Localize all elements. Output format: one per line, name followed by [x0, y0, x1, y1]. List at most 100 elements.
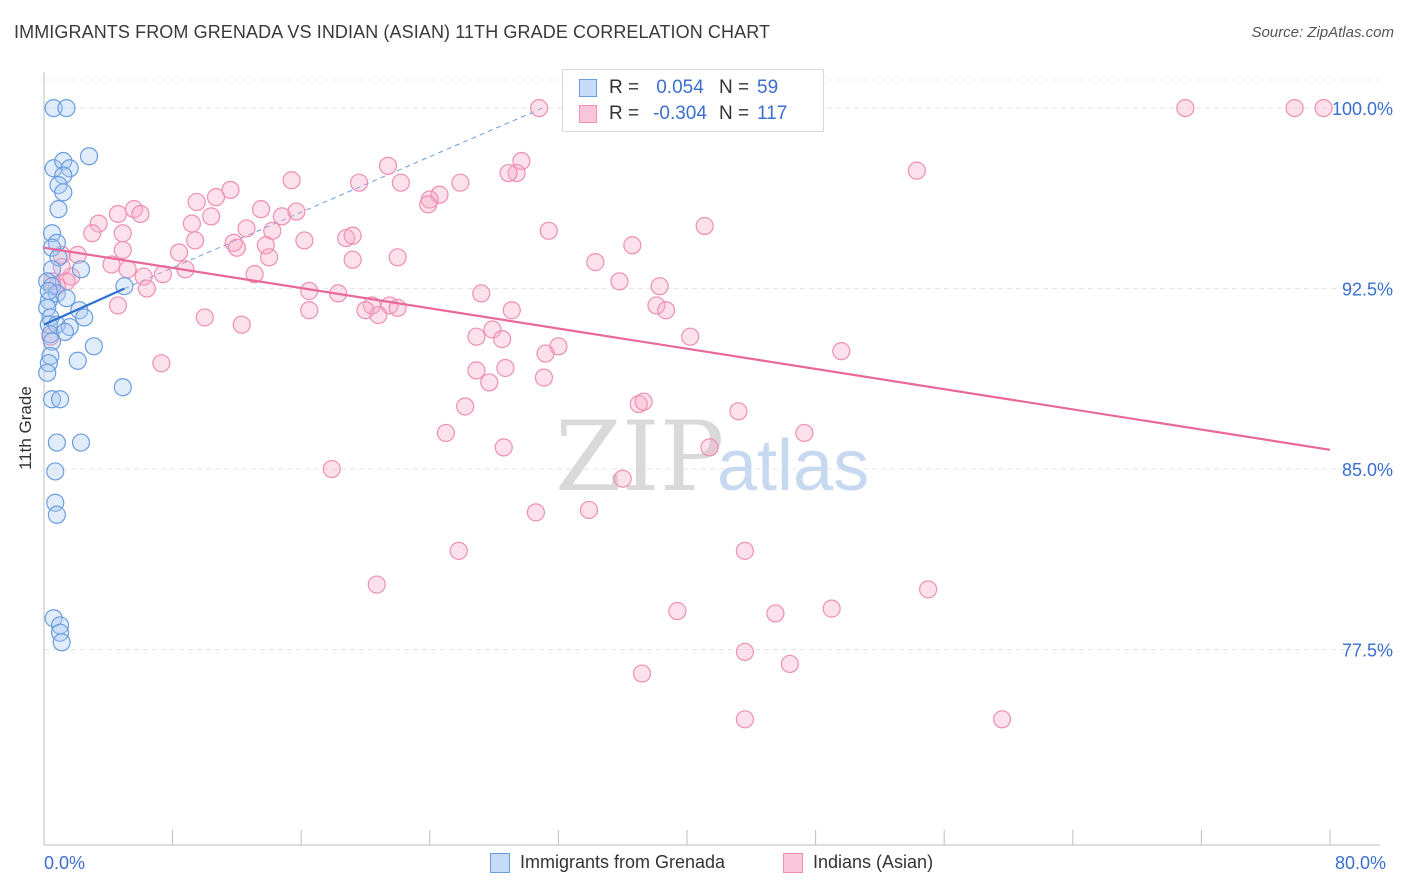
point-indian	[512, 151, 531, 171]
point-indian	[729, 402, 748, 421]
point-indian	[287, 202, 306, 221]
trend-line-indian	[43, 246, 1331, 451]
point-indian	[182, 214, 201, 233]
point-grenada	[46, 462, 65, 481]
point-grenada	[44, 98, 63, 118]
legend-n-label: N =	[719, 103, 750, 124]
x-tick-start: 0.0%	[44, 853, 86, 873]
point-indian	[832, 342, 851, 361]
y-tick-labels: 77.5% 85.0% 92.5% 100.0%	[1332, 99, 1393, 660]
point-indian	[221, 180, 240, 200]
point-indian	[467, 327, 486, 346]
point-indian	[367, 575, 386, 594]
point-indian	[131, 204, 150, 224]
bottom-legend-label: Immigrants from Grenada	[520, 852, 726, 872]
point-indian	[137, 279, 156, 298]
watermark-atlas: atlas	[717, 426, 869, 506]
point-grenada	[57, 289, 76, 308]
y-tick-label: 100.0%	[1332, 99, 1393, 119]
point-grenada	[52, 633, 71, 652]
point-grenada	[75, 308, 94, 327]
point-indian	[195, 308, 214, 327]
point-indian	[822, 599, 841, 618]
point-indian	[919, 580, 938, 599]
point-indian	[695, 216, 714, 236]
y-tick-label: 92.5%	[1342, 280, 1393, 300]
point-indian	[657, 301, 676, 320]
legend-swatch-blue	[579, 79, 597, 97]
point-indian	[634, 392, 653, 411]
point-indian	[449, 541, 468, 560]
point-indian	[766, 604, 785, 623]
point-indian	[245, 265, 264, 284]
bottom-legend-grenada[interactable]: Immigrants from Grenada	[490, 852, 725, 873]
trend-line-grenada	[43, 287, 125, 326]
trend-lines	[124, 107, 543, 290]
point-indian	[496, 358, 515, 378]
point-indian	[349, 173, 369, 192]
point-indian	[632, 664, 652, 683]
point-indian	[992, 710, 1012, 729]
point-indian	[610, 272, 629, 291]
legend-n-value: 117	[757, 103, 788, 124]
point-indian	[436, 423, 455, 443]
point-grenada	[71, 433, 91, 452]
point-indian	[681, 327, 700, 346]
point-indian	[502, 301, 521, 320]
y-tick-label: 77.5%	[1342, 641, 1393, 661]
point-grenada	[42, 224, 62, 243]
point-indian	[907, 161, 926, 180]
legend-swatch-pink	[579, 105, 597, 123]
point-indian	[735, 642, 754, 662]
point-grenada	[50, 390, 70, 409]
point-indian	[282, 171, 301, 190]
watermark: ZIP atlas	[555, 401, 869, 513]
legend-r-value: -0.304	[653, 103, 707, 124]
legend-r-value: 0.054	[656, 77, 704, 98]
point-indian	[134, 267, 153, 286]
point-grenada	[44, 159, 63, 178]
point-indian	[499, 163, 518, 183]
legend-row-grenada: R = 0.054 N = 59	[579, 76, 778, 100]
source-label: Source: ZipAtlas.com	[1251, 24, 1394, 41]
point-indian	[322, 459, 341, 479]
point-indian	[647, 296, 666, 315]
point-indian	[534, 368, 554, 387]
point-grenada	[71, 260, 91, 279]
point-indian	[668, 601, 687, 621]
point-grenada	[38, 363, 57, 382]
point-indian	[467, 361, 486, 380]
point-grenada	[68, 351, 87, 370]
y-tick-label: 85.0%	[1342, 460, 1393, 480]
trend-line-grenada-extension	[124, 107, 543, 290]
point-indian	[623, 236, 642, 255]
point-indian	[227, 238, 246, 257]
bottom-legend-indian[interactable]: Indians (Asian)	[783, 852, 933, 873]
point-indian	[494, 438, 513, 457]
point-indian	[456, 397, 475, 416]
legend-r-label: R =	[609, 77, 640, 98]
point-indian	[536, 344, 555, 363]
point-indian	[237, 219, 256, 238]
legend-r-label: R =	[609, 103, 640, 124]
point-indian	[579, 500, 599, 520]
point-indian	[795, 423, 814, 443]
point-indian	[108, 296, 128, 315]
point-indian	[378, 156, 398, 175]
point-grenada	[57, 98, 76, 118]
point-grenada	[60, 159, 79, 178]
point-indian	[202, 207, 221, 226]
point-grenada	[54, 151, 73, 171]
point-indian	[493, 330, 512, 349]
point-indian	[451, 173, 470, 192]
point-indian	[539, 221, 558, 240]
stats-legend: R = 0.054 N = 59 R = -0.304 N = 117	[562, 69, 824, 132]
point-indian	[343, 250, 362, 269]
point-indian	[586, 253, 605, 272]
point-indian	[480, 373, 499, 392]
point-grenada	[113, 378, 132, 397]
point-indian	[272, 207, 292, 226]
point-grenada	[41, 325, 60, 344]
bottom-legend-label: Indians (Asian)	[813, 852, 934, 872]
